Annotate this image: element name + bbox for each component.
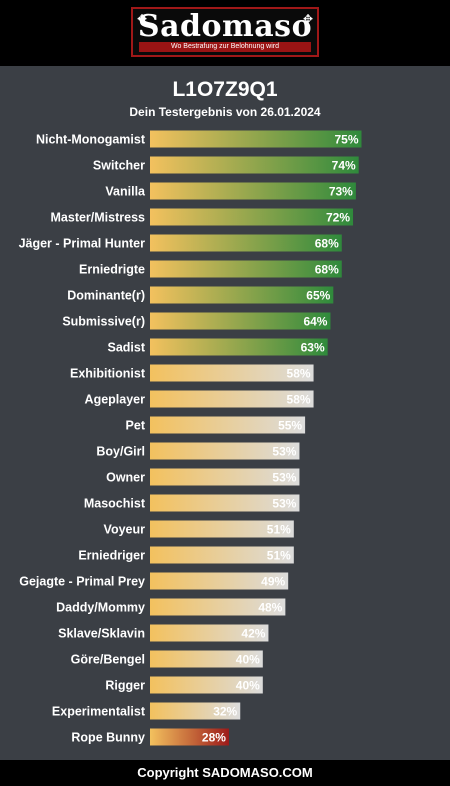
bar-owner xyxy=(150,468,300,486)
result-bar-chart: Nicht-Monogamist 75% Switcher 74% Vanilla 73%… xyxy=(19,130,362,746)
category-label-owner: Owner xyxy=(106,471,145,485)
bar-daddy-mommy xyxy=(150,598,286,616)
category-label-boy-girl: Boy/Girl xyxy=(96,445,145,459)
bar-dominante-r xyxy=(150,286,334,304)
bar-gore-bengel xyxy=(150,650,263,668)
value-label-boy-girl: 53% xyxy=(272,445,296,459)
category-label-gore-bengel: Göre/Bengel xyxy=(71,653,145,667)
value-label-voyeur: 51% xyxy=(267,523,291,537)
category-label-experimentalist: Experimentalist xyxy=(52,705,146,719)
category-label-sadist: Sadist xyxy=(107,341,145,355)
bar-rigger xyxy=(150,676,263,694)
value-label-submissive-r: 64% xyxy=(303,315,327,329)
category-label-submissive-r: Submissive(r) xyxy=(62,315,145,329)
value-label-sklave-sklavin: 42% xyxy=(241,627,265,641)
value-label-rigger: 40% xyxy=(236,679,260,693)
category-label-jager-primal-hunter: Jäger - Primal Hunter xyxy=(19,237,146,251)
logo-tagline: Wo Bestrafung zur Belohnung wird xyxy=(139,42,311,52)
bar-sadist xyxy=(150,338,328,356)
bar-switcher xyxy=(150,156,359,174)
value-label-erniedrigte: 68% xyxy=(315,263,339,277)
bar-rope-bunny xyxy=(150,728,229,746)
result-title: L1O7Z9Q1 xyxy=(172,78,278,101)
category-label-erniedriger: Erniedriger xyxy=(78,549,145,563)
value-label-nicht-monogamist: 75% xyxy=(334,133,358,147)
bar-gejagte-primal-prey xyxy=(150,572,289,590)
bar-voyeur xyxy=(150,520,294,538)
value-label-sadist: 63% xyxy=(301,341,325,355)
bar-pet xyxy=(150,416,306,434)
category-label-daddy-mommy: Daddy/Mommy xyxy=(56,601,145,615)
category-label-master-mistress: Master/Mistress xyxy=(51,211,146,225)
value-label-ageplayer: 58% xyxy=(287,393,311,407)
value-label-daddy-mommy: 48% xyxy=(258,601,282,615)
value-label-vanilla: 73% xyxy=(329,185,353,199)
category-label-dominante-r: Dominante(r) xyxy=(67,289,145,303)
value-label-erniedriger: 51% xyxy=(267,549,291,563)
category-label-gejagte-primal-prey: Gejagte - Primal Prey xyxy=(19,575,145,589)
value-label-gore-bengel: 40% xyxy=(236,653,260,667)
bar-sklave-sklavin xyxy=(150,624,269,642)
category-label-switcher: Switcher xyxy=(93,159,145,173)
bar-erniedrigte xyxy=(150,260,342,278)
value-label-master-mistress: 72% xyxy=(326,211,350,225)
value-label-pet: 55% xyxy=(278,419,302,433)
bar-submissive-r xyxy=(150,312,331,330)
value-label-jager-primal-hunter: 68% xyxy=(315,237,339,251)
footer-copyright: Copyright SADOMASO.COM xyxy=(0,760,450,786)
category-label-nicht-monogamist: Nicht-Monogamist xyxy=(36,133,146,147)
logo-ornament-left-icon: ✥ xyxy=(137,12,148,26)
result-panel xyxy=(0,66,450,760)
category-label-sklave-sklavin: Sklave/Sklavin xyxy=(58,627,145,641)
value-label-experimentalist: 32% xyxy=(213,705,237,719)
bar-erniedriger xyxy=(150,546,294,564)
category-label-erniedrigte: Erniedrigte xyxy=(79,263,145,277)
bar-nicht-monogamist xyxy=(150,130,362,148)
category-label-masochist: Masochist xyxy=(84,497,146,511)
bar-experimentalist xyxy=(150,702,241,720)
bar-boy-girl xyxy=(150,442,300,460)
category-label-exhibitionist: Exhibitionist xyxy=(70,367,146,381)
value-label-rope-bunny: 28% xyxy=(202,731,226,745)
bar-master-mistress xyxy=(150,208,354,226)
value-label-owner: 53% xyxy=(272,471,296,485)
value-label-dominante-r: 65% xyxy=(306,289,330,303)
site-logo[interactable]: ✥ ✥ Sadomaso Wo Bestrafung zur Belohnung… xyxy=(131,7,319,57)
category-label-vanilla: Vanilla xyxy=(105,185,146,199)
result-subtitle: Dein Testergebnis von 26.01.2024 xyxy=(129,105,321,119)
bar-vanilla xyxy=(150,182,356,200)
bar-masochist xyxy=(150,494,300,512)
bar-jager-primal-hunter xyxy=(150,234,342,252)
value-label-switcher: 74% xyxy=(332,159,356,173)
bar-ageplayer xyxy=(150,390,314,408)
category-label-voyeur: Voyeur xyxy=(104,523,146,537)
logo-wordmark: Sadomaso xyxy=(137,9,313,44)
category-label-rigger: Rigger xyxy=(105,679,145,693)
value-label-exhibitionist: 58% xyxy=(287,367,311,381)
category-label-pet: Pet xyxy=(126,419,146,433)
logo-ornament-right-icon: ✥ xyxy=(302,12,313,26)
category-label-rope-bunny: Rope Bunny xyxy=(71,731,145,745)
category-label-ageplayer: Ageplayer xyxy=(85,393,146,407)
site-header: ✥ ✥ Sadomaso Wo Bestrafung zur Belohnung… xyxy=(0,0,450,66)
value-label-gejagte-primal-prey: 49% xyxy=(261,575,285,589)
bar-exhibitionist xyxy=(150,364,314,382)
value-label-masochist: 53% xyxy=(272,497,296,511)
